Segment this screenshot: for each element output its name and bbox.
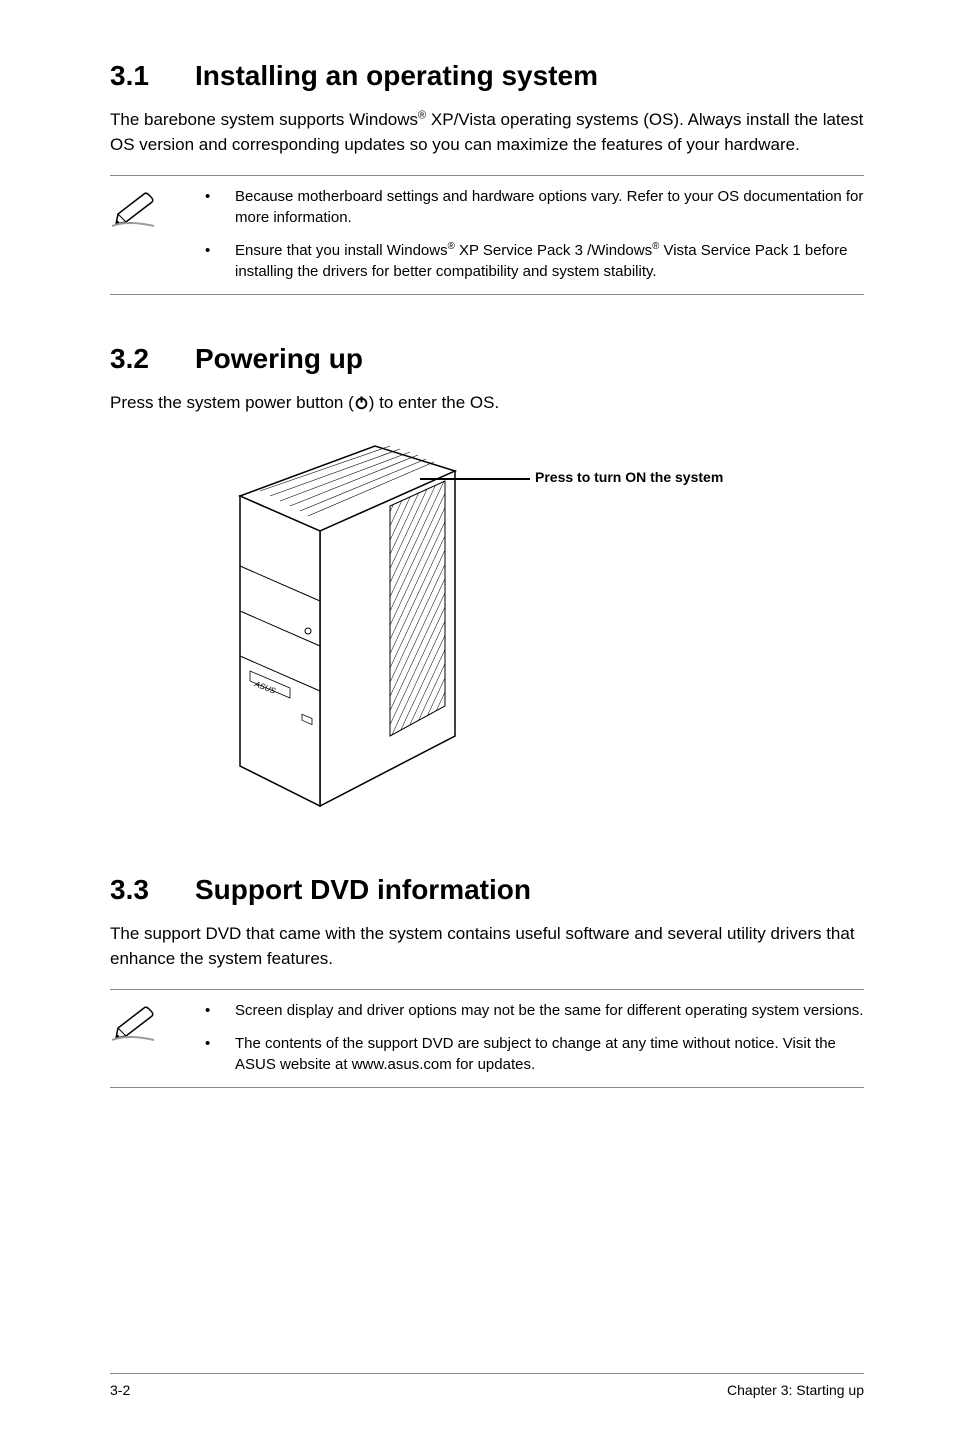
pencil-icon	[110, 186, 205, 284]
note-text: The contents of the support DVD are subj…	[235, 1033, 864, 1075]
note-list: • Screen display and driver options may …	[205, 1000, 864, 1077]
bullet: •	[205, 186, 235, 228]
heading-title: Installing an operating system	[195, 60, 598, 92]
body-part: Press the system power button (	[110, 393, 354, 412]
heading-num: 3.1	[110, 60, 195, 92]
body-3-2: Press the system power button ( ) to ente…	[110, 391, 864, 418]
note-item: • The contents of the support DVD are su…	[205, 1033, 864, 1075]
note-part: XP Service Pack 3 /Windows	[455, 242, 652, 259]
registered-mark: ®	[448, 241, 455, 252]
heading-title: Support DVD information	[195, 874, 531, 906]
tower-illustration: ASUS	[200, 436, 490, 816]
page-footer: 3-2 Chapter 3: Starting up	[110, 1373, 864, 1398]
body-part: ) to enter the OS.	[369, 393, 499, 412]
callout-line	[420, 478, 530, 480]
body-3-3: The support DVD that came with the syste…	[110, 922, 864, 971]
bullet: •	[205, 1000, 235, 1021]
body-part: The barebone system supports Windows	[110, 110, 418, 129]
note-part: Ensure that you install Windows	[235, 242, 448, 259]
note-block-3-1: • Because motherboard settings and hardw…	[110, 175, 864, 295]
note-text: Screen display and driver options may no…	[235, 1000, 864, 1021]
note-list: • Because motherboard settings and hardw…	[205, 186, 864, 284]
registered-mark: ®	[418, 109, 426, 121]
tower-figure: ASUS Press to turn ON the system	[110, 436, 864, 826]
pencil-icon	[110, 1000, 205, 1077]
note-item: • Screen display and driver options may …	[205, 1000, 864, 1021]
note-text: Ensure that you install Windows® XP Serv…	[235, 240, 864, 282]
heading-3-3: 3.3 Support DVD information	[110, 874, 864, 906]
heading-num: 3.3	[110, 874, 195, 906]
heading-title: Powering up	[195, 343, 363, 375]
callout-label: Press to turn ON the system	[535, 469, 723, 485]
bullet: •	[205, 1033, 235, 1075]
note-block-3-3: • Screen display and driver options may …	[110, 989, 864, 1088]
chapter-label: Chapter 3: Starting up	[727, 1382, 864, 1398]
note-item: • Because motherboard settings and hardw…	[205, 186, 864, 228]
body-3-1: The barebone system supports Windows® XP…	[110, 108, 864, 157]
power-icon	[354, 393, 369, 418]
heading-num: 3.2	[110, 343, 195, 375]
note-text: Because motherboard settings and hardwar…	[235, 186, 864, 228]
heading-3-1: 3.1 Installing an operating system	[110, 60, 864, 92]
bullet: •	[205, 240, 235, 282]
note-item: • Ensure that you install Windows® XP Se…	[205, 240, 864, 282]
heading-3-2: 3.2 Powering up	[110, 343, 864, 375]
page: 3.1 Installing an operating system The b…	[0, 0, 954, 1438]
page-number: 3-2	[110, 1382, 130, 1398]
